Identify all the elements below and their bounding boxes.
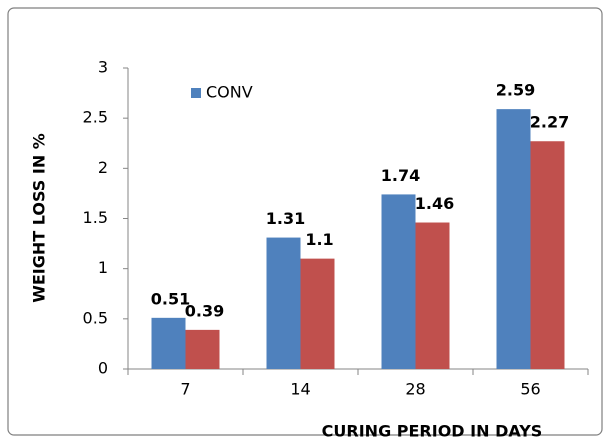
bar xyxy=(300,258,335,369)
y-tick-label: 1 xyxy=(98,258,108,277)
value-label: 2.27 xyxy=(530,113,569,132)
value-label: 1.1 xyxy=(305,230,333,249)
value-label: 0.39 xyxy=(185,301,224,320)
y-tick-label: 2 xyxy=(98,158,108,177)
bar xyxy=(185,329,220,369)
bar xyxy=(381,194,416,369)
y-tick-label: 3 xyxy=(98,58,108,77)
x-tick-label: 7 xyxy=(180,380,190,399)
legend-label: CONV xyxy=(206,83,253,102)
value-label: 1.74 xyxy=(381,166,420,185)
value-label: 1.31 xyxy=(266,209,305,228)
legend-swatch xyxy=(191,88,201,98)
y-tick-label: 1.5 xyxy=(83,208,108,227)
bar xyxy=(496,109,531,370)
x-tick-label: 56 xyxy=(520,380,540,399)
x-tick-label: 14 xyxy=(290,380,310,399)
bar xyxy=(151,317,186,369)
bar xyxy=(266,237,301,369)
value-label: 0.51 xyxy=(151,289,190,308)
y-axis-title: WEIGHT LOSS IN % xyxy=(30,133,49,303)
x-tick-label: 28 xyxy=(405,380,425,399)
y-tick-label: 0 xyxy=(98,359,108,378)
value-label: 1.46 xyxy=(415,194,454,213)
value-label: 2.59 xyxy=(496,81,535,100)
bar xyxy=(530,141,565,369)
y-tick-label: 0.5 xyxy=(83,308,108,327)
y-tick-label: 2.5 xyxy=(83,108,108,127)
x-axis-title: CURING PERIOD IN DAYS xyxy=(322,422,543,441)
bar xyxy=(415,222,450,369)
